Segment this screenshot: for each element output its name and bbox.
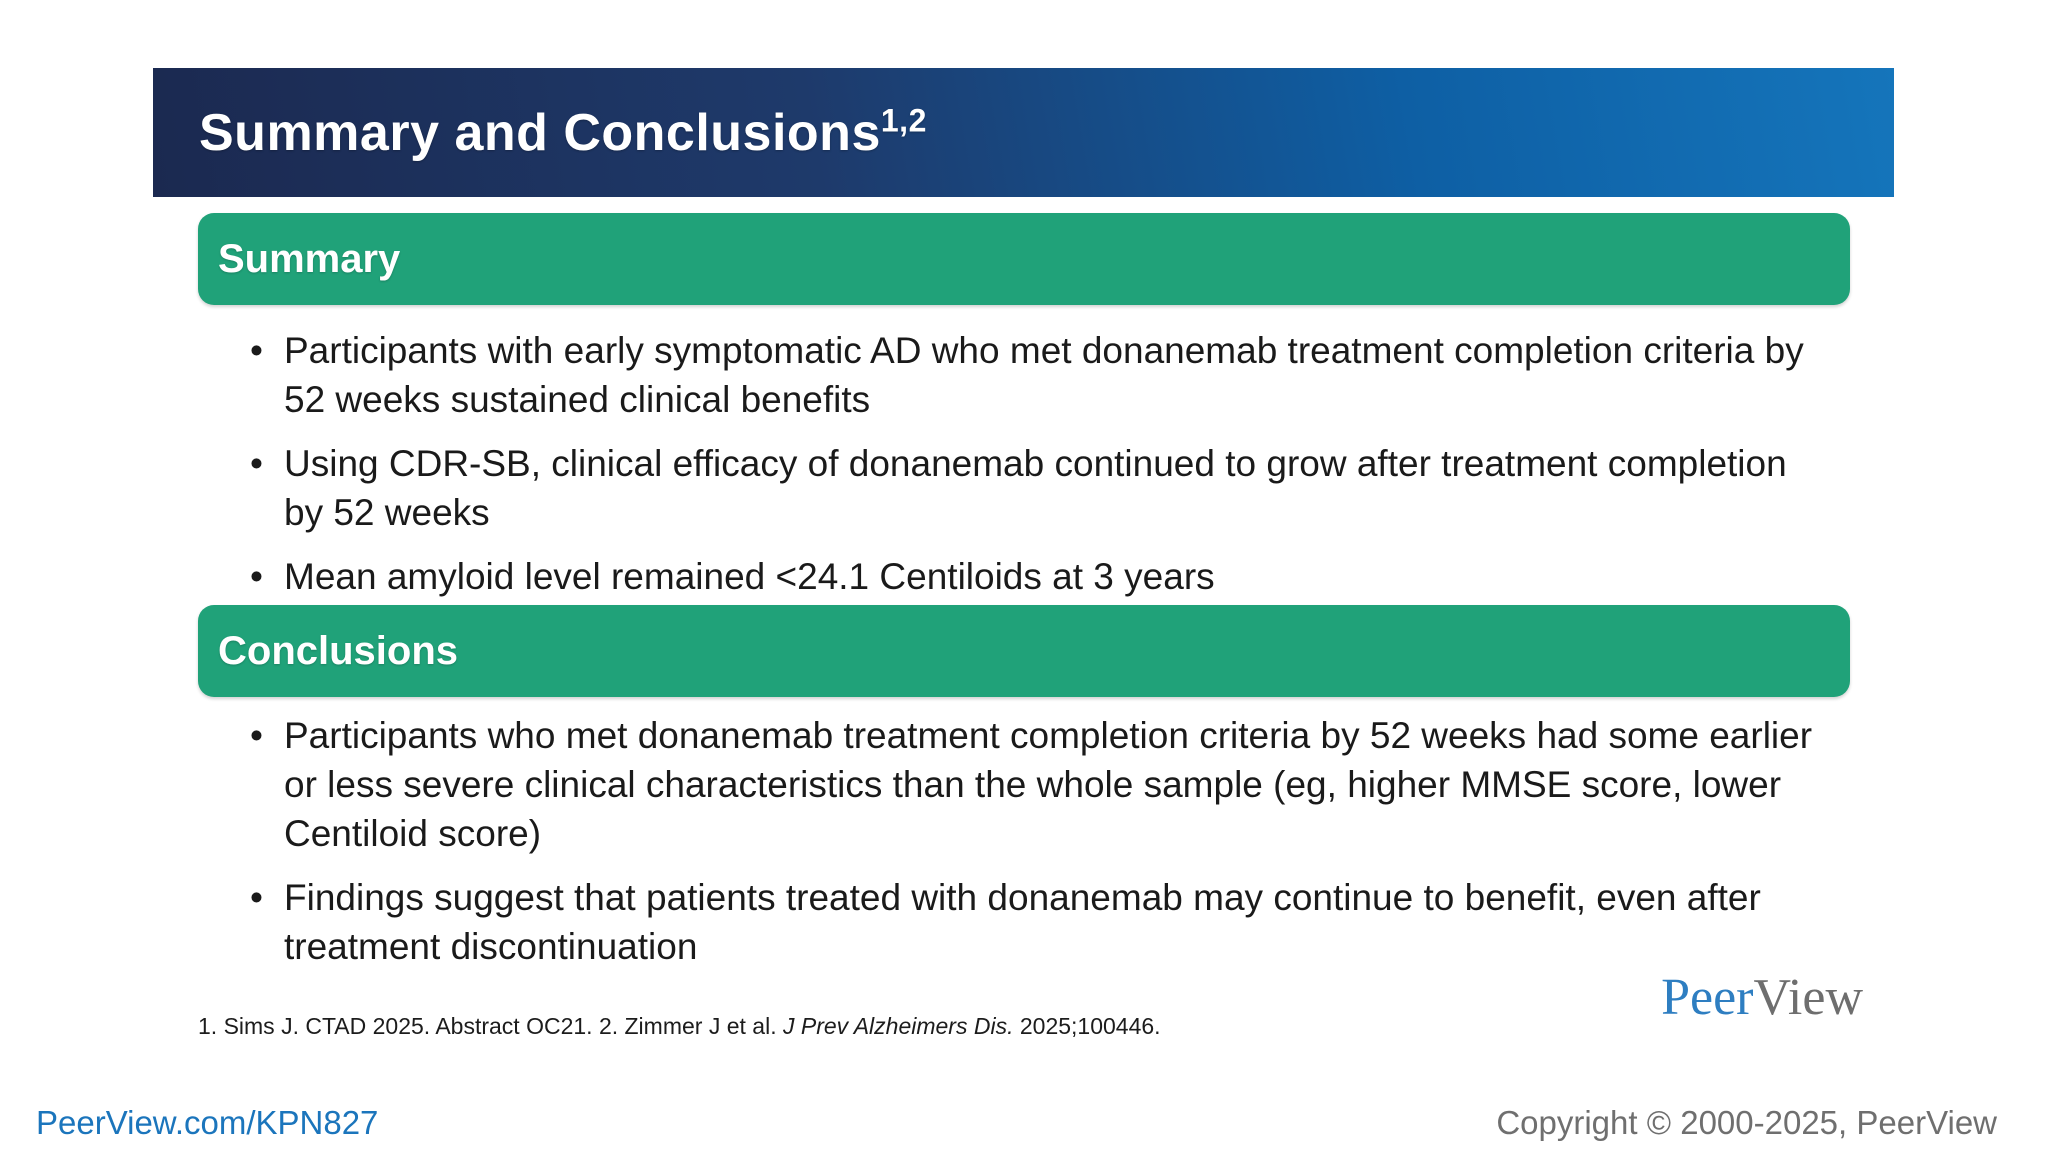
peerview-url-link[interactable]: PeerView.com/KPN827	[36, 1104, 379, 1141]
title-reference-superscript: 1,2	[880, 102, 927, 139]
list-item: Participants with early symptomatic AD w…	[198, 326, 1814, 424]
section-header-summary-label: Summary	[218, 236, 401, 281]
citation-prefix: 1. Sims J. CTAD 2025. Abstract OC21. 2. …	[198, 1013, 783, 1039]
page-title-text: Summary and Conclusions	[199, 103, 881, 162]
section-header-summary: Summary	[198, 213, 1850, 305]
section-header-conclusions: Conclusions	[198, 605, 1850, 697]
peerview-logo-peer: Peer	[1661, 969, 1754, 1026]
title-banner: Summary and Conclusions1,2	[153, 68, 1894, 197]
citation-suffix: 2025;100446.	[1013, 1013, 1161, 1039]
conclusions-bullet-list: Participants who met donanemab treatment…	[198, 711, 1814, 986]
section-header-conclusions-label: Conclusions	[218, 628, 459, 673]
reference-citation: 1. Sims J. CTAD 2025. Abstract OC21. 2. …	[198, 1013, 1161, 1040]
list-item: Mean amyloid level remained <24.1 Centil…	[198, 552, 1814, 601]
list-item: Participants who met donanemab treatment…	[198, 711, 1814, 858]
summary-bullet-list: Participants with early symptomatic AD w…	[198, 326, 1814, 616]
list-item: Findings suggest that patients treated w…	[198, 873, 1814, 971]
peerview-logo: PeerView	[1661, 968, 1863, 1027]
citation-journal-italic: J Prev Alzheimers Dis.	[782, 1013, 1014, 1039]
copyright-notice: Copyright © 2000-2025, PeerView	[1496, 1104, 1997, 1141]
page-title: Summary and Conclusions1,2	[153, 103, 927, 163]
list-item: Using CDR-SB, clinical efficacy of donan…	[198, 439, 1814, 537]
peerview-logo-view: View	[1753, 969, 1863, 1026]
slide: Summary and Conclusions1,2 Summary Parti…	[153, 68, 1894, 1084]
